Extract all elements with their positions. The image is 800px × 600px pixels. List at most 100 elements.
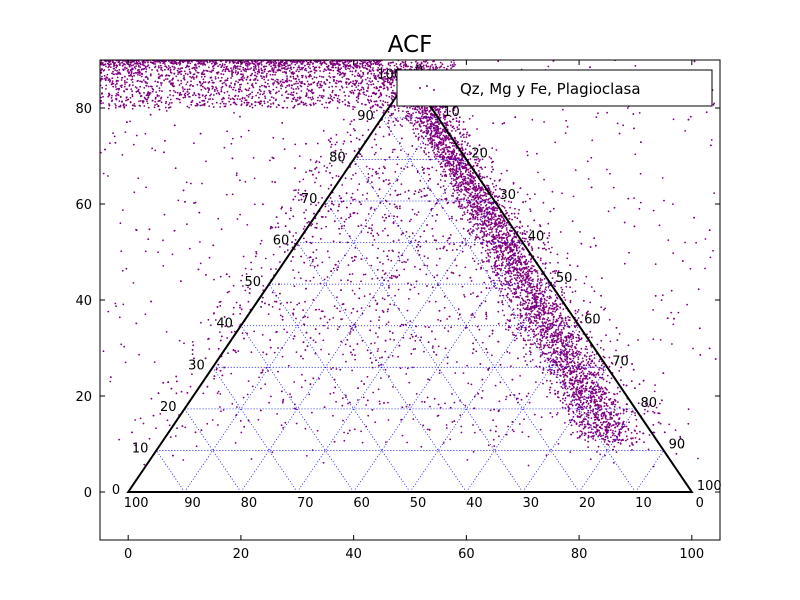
data-point — [574, 309, 577, 312]
data-point — [601, 423, 604, 426]
data-point — [532, 322, 535, 324]
data-point — [309, 73, 311, 76]
data-point — [299, 61, 302, 63]
data-point — [392, 61, 395, 64]
data-point — [286, 84, 289, 87]
data-point — [347, 65, 350, 68]
data-point — [168, 81, 171, 83]
data-point — [285, 90, 288, 93]
data-point — [442, 160, 445, 163]
data-point — [386, 89, 389, 91]
data-point — [156, 85, 158, 87]
data-point — [453, 189, 456, 192]
data-point — [452, 192, 454, 195]
data-point — [299, 96, 302, 99]
data-point — [540, 314, 543, 316]
data-point — [638, 438, 641, 441]
data-point — [459, 207, 462, 210]
data-point — [189, 62, 192, 65]
data-point — [145, 94, 148, 97]
data-point — [338, 101, 341, 104]
data-point — [289, 60, 292, 63]
data-point — [307, 71, 310, 74]
data-point — [141, 63, 144, 66]
data-point — [291, 71, 294, 73]
data-point — [189, 96, 191, 98]
data-point — [117, 94, 120, 97]
data-point — [269, 70, 272, 72]
data-point — [516, 314, 519, 317]
data-point — [444, 136, 447, 139]
data-point — [115, 64, 118, 66]
data-point — [613, 411, 615, 414]
data-point — [240, 77, 243, 79]
data-point — [237, 71, 239, 74]
data-point — [312, 97, 314, 100]
data-point — [595, 391, 597, 393]
data-point — [192, 76, 195, 79]
data-point — [367, 95, 370, 98]
data-point — [114, 106, 117, 109]
data-point — [236, 98, 239, 100]
data-point — [464, 162, 467, 165]
data-point — [222, 68, 225, 71]
data-point — [156, 103, 158, 106]
data-point — [263, 76, 265, 78]
data-point — [472, 215, 475, 218]
data-point — [232, 62, 235, 64]
data-point — [592, 410, 594, 413]
data-point — [139, 85, 142, 88]
data-point — [436, 67, 439, 69]
data-point — [490, 171, 493, 173]
data-point — [148, 66, 151, 69]
data-point — [590, 362, 592, 365]
data-point — [427, 137, 429, 140]
data-point — [331, 91, 334, 94]
data-point — [228, 61, 231, 64]
data-point — [285, 61, 288, 64]
data-point — [225, 103, 227, 105]
data-point — [220, 60, 222, 63]
data-point — [104, 63, 107, 65]
data-point — [575, 336, 578, 339]
data-point — [490, 203, 493, 206]
data-point — [109, 66, 112, 68]
data-point — [498, 267, 501, 270]
data-point — [104, 77, 106, 80]
data-point — [285, 86, 287, 89]
data-point — [555, 363, 558, 366]
data-point — [356, 74, 359, 77]
data-point — [178, 71, 181, 73]
data-point — [321, 94, 323, 97]
data-point — [587, 446, 589, 448]
data-point — [188, 106, 191, 109]
data-point — [357, 72, 360, 75]
data-point — [131, 75, 134, 78]
data-point — [419, 63, 422, 66]
data-point — [290, 84, 293, 87]
data-point — [136, 71, 139, 74]
data-point — [260, 90, 262, 92]
data-point — [364, 61, 367, 63]
data-point — [545, 303, 547, 305]
data-point — [425, 153, 427, 156]
data-point — [329, 97, 332, 100]
data-point — [113, 63, 115, 66]
data-point — [175, 97, 178, 100]
data-point — [427, 151, 430, 154]
data-point — [354, 65, 357, 67]
data-point — [348, 68, 351, 70]
data-point — [248, 87, 251, 90]
data-point — [555, 341, 558, 344]
data-point — [289, 93, 292, 96]
data-point — [143, 67, 146, 70]
data-point — [530, 279, 533, 282]
data-point — [197, 71, 200, 74]
data-point — [288, 70, 291, 72]
data-point — [192, 85, 194, 88]
data-point — [145, 68, 148, 70]
data-point — [453, 62, 455, 64]
data-point — [513, 277, 516, 279]
data-point — [229, 98, 232, 101]
data-point — [538, 311, 541, 314]
